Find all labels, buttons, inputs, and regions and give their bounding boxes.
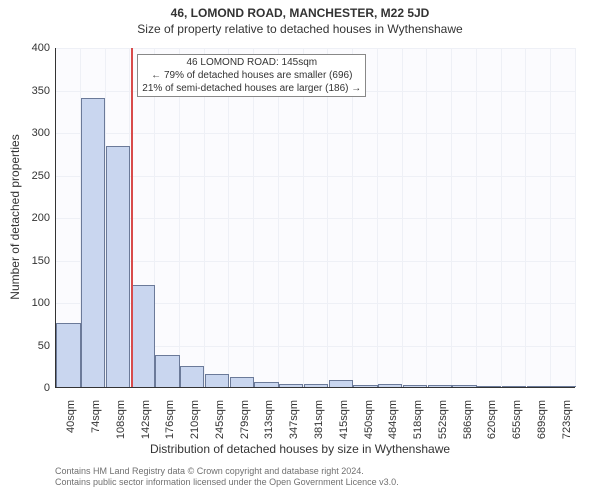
chart-subtitle: Size of property relative to detached ho… — [0, 20, 600, 36]
annotation-line-2: ← 79% of detached houses are smaller (69… — [151, 70, 352, 81]
bar — [403, 385, 427, 387]
bar — [353, 385, 377, 387]
annotation-line-1: 46 LOMOND ROAD: 145sqm — [186, 57, 317, 68]
v-gridline — [451, 48, 452, 387]
x-tick-label: 347sqm — [288, 400, 300, 444]
x-tick-label: 450sqm — [363, 400, 375, 444]
v-gridline — [501, 48, 502, 387]
v-gridline — [377, 48, 378, 387]
x-tick-label: 689sqm — [536, 400, 548, 444]
y-tick-label: 200 — [20, 212, 50, 224]
bar — [279, 384, 303, 387]
bar — [180, 366, 204, 387]
gridline — [56, 261, 575, 262]
gridline — [56, 218, 575, 219]
plot-area: 46 LOMOND ROAD: 145sqm ← 79% of detached … — [55, 48, 575, 388]
footer-attribution: Contains HM Land Registry data © Crown c… — [55, 466, 399, 488]
v-gridline — [476, 48, 477, 387]
x-tick-label: 40sqm — [65, 400, 77, 444]
bar — [304, 384, 328, 387]
marker-line — [131, 48, 133, 387]
bar — [551, 386, 575, 387]
bar — [56, 323, 80, 387]
x-tick-label: 381sqm — [313, 400, 325, 444]
x-axis-label: Distribution of detached houses by size … — [0, 442, 600, 456]
bar — [254, 382, 278, 387]
bar — [81, 98, 105, 387]
bar — [502, 386, 526, 387]
x-tick-label: 552sqm — [437, 400, 449, 444]
y-tick-label: 50 — [20, 340, 50, 352]
y-tick-label: 100 — [20, 297, 50, 309]
x-tick-label: 313sqm — [263, 400, 275, 444]
x-tick-label: 74sqm — [90, 400, 102, 444]
annotation-box: 46 LOMOND ROAD: 145sqm ← 79% of detached … — [137, 54, 366, 97]
x-tick-label: 245sqm — [214, 400, 226, 444]
v-gridline — [575, 48, 576, 387]
v-gridline — [179, 48, 180, 387]
x-tick-label: 484sqm — [387, 400, 399, 444]
v-gridline — [352, 48, 353, 387]
x-tick-label: 518sqm — [412, 400, 424, 444]
chart-container: 46, LOMOND ROAD, MANCHESTER, M22 5JD Siz… — [0, 0, 600, 500]
bar — [477, 386, 501, 387]
y-tick-label: 250 — [20, 170, 50, 182]
chart-title: 46, LOMOND ROAD, MANCHESTER, M22 5JD — [0, 0, 600, 20]
v-gridline — [525, 48, 526, 387]
x-tick-label: 108sqm — [115, 400, 127, 444]
v-gridline — [253, 48, 254, 387]
gridline — [56, 176, 575, 177]
x-tick-label: 586sqm — [462, 400, 474, 444]
gridline — [56, 133, 575, 134]
bar — [131, 285, 155, 387]
v-gridline — [303, 48, 304, 387]
x-tick-label: 620sqm — [486, 400, 498, 444]
x-tick-label: 176sqm — [164, 400, 176, 444]
v-gridline — [327, 48, 328, 387]
bar — [155, 355, 179, 387]
footer-line-2: Contains public sector information licen… — [55, 477, 399, 487]
x-tick-label: 210sqm — [189, 400, 201, 444]
x-tick-label: 655sqm — [511, 400, 523, 444]
v-gridline — [402, 48, 403, 387]
y-tick-label: 350 — [20, 85, 50, 97]
bar — [428, 385, 452, 387]
x-tick-label: 279sqm — [239, 400, 251, 444]
footer-line-1: Contains HM Land Registry data © Crown c… — [55, 466, 364, 476]
gridline — [56, 48, 575, 49]
bar — [106, 146, 130, 387]
v-gridline — [426, 48, 427, 387]
bar — [230, 377, 254, 387]
y-tick-label: 150 — [20, 255, 50, 267]
v-gridline — [550, 48, 551, 387]
v-gridline — [278, 48, 279, 387]
x-tick-label: 142sqm — [140, 400, 152, 444]
bar — [527, 386, 551, 387]
x-tick-label: 723sqm — [561, 400, 573, 444]
bar — [378, 384, 402, 387]
x-tick-label: 415sqm — [338, 400, 350, 444]
v-gridline — [228, 48, 229, 387]
bar — [452, 385, 476, 387]
annotation-line-3: 21% of semi-detached houses are larger (… — [142, 83, 361, 94]
bar — [205, 374, 229, 387]
bar — [329, 380, 353, 387]
y-tick-label: 300 — [20, 127, 50, 139]
v-gridline — [204, 48, 205, 387]
y-tick-label: 0 — [20, 382, 50, 394]
y-tick-label: 400 — [20, 42, 50, 54]
